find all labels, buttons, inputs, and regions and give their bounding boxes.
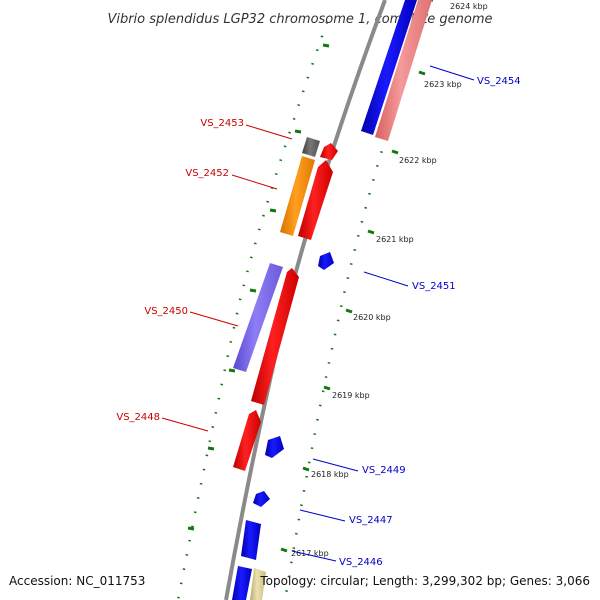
kbp-label: 2617 kbp: [291, 549, 329, 558]
kbp-label: 2621 kbp: [376, 235, 414, 244]
gene-label-vs2453[interactable]: VS_2453: [200, 118, 244, 129]
kbp-label: 2620 kbp: [353, 313, 391, 322]
gene-arrow-vs2448[interactable]: [233, 410, 261, 471]
gene-label-vs2449[interactable]: VS_2449: [362, 465, 406, 476]
kbp-label: 2623 kbp: [424, 80, 462, 89]
gene-arrow-vs2446[interactable]: [241, 520, 261, 560]
genome-summary-text: Topology: circular; Length: 3,299,302 bp…: [260, 574, 590, 588]
gene-arrow-vs2450-red[interactable]: [251, 268, 299, 405]
inner-tick-track: [283, 0, 434, 600]
gene-label-vs2446[interactable]: VS_2446: [339, 557, 383, 568]
kbp-label: 2619 kbp: [332, 391, 370, 400]
genome-backbone: [224, 0, 387, 600]
gene-label-vs2454[interactable]: VS_2454: [477, 76, 521, 87]
outer-tick-track: [176, 21, 329, 600]
gene-arrow-vs2451[interactable]: [318, 252, 334, 270]
reverse-leaders: [161, 124, 293, 432]
gene-arrow-vs2452-orange[interactable]: [280, 156, 315, 236]
gene-arrow-bottom-tan[interactable]: [250, 568, 266, 600]
gene-label-vs2448[interactable]: VS_2448: [116, 412, 160, 423]
gene-label-vs2452[interactable]: VS_2452: [185, 168, 229, 179]
gene-arrow-vs2450-purple[interactable]: [233, 263, 283, 372]
gene-arrow-vs2447[interactable]: [253, 491, 270, 507]
gene-label-vs2447[interactable]: VS_2447: [349, 515, 393, 526]
gene-feature[interactable]: [361, 0, 417, 135]
kbp-label: 2624 kbp: [450, 2, 488, 11]
gene-arrow-vs2449[interactable]: [265, 436, 284, 458]
gene-arrow-bottom-blue[interactable]: [232, 566, 252, 600]
gene-arrow-vs2454-left[interactable]: [361, 0, 417, 135]
forward-leaders: [291, 65, 475, 562]
kbp-label: 2622 kbp: [399, 156, 437, 165]
gene-arrow-vs2454-right[interactable]: [375, 0, 432, 141]
gene-arrow-vs2452-red[interactable]: [298, 160, 333, 240]
accession-text: Accession: NC_011753: [9, 574, 146, 588]
kbp-major-ticks: [280, 70, 426, 553]
map-title: Vibrio splendidus LGP32 chromosome 1, co…: [107, 12, 492, 27]
gene-arrow-vs2453-red[interactable]: [320, 143, 338, 160]
gene-arrow-vs2453-gray[interactable]: [302, 137, 320, 157]
outer-major-ticks: [187, 43, 330, 531]
gene-label-vs2451[interactable]: VS_2451: [412, 281, 456, 292]
gene-label-vs2450[interactable]: VS_2450: [144, 306, 188, 317]
kbp-label: 2618 kbp: [311, 470, 349, 479]
